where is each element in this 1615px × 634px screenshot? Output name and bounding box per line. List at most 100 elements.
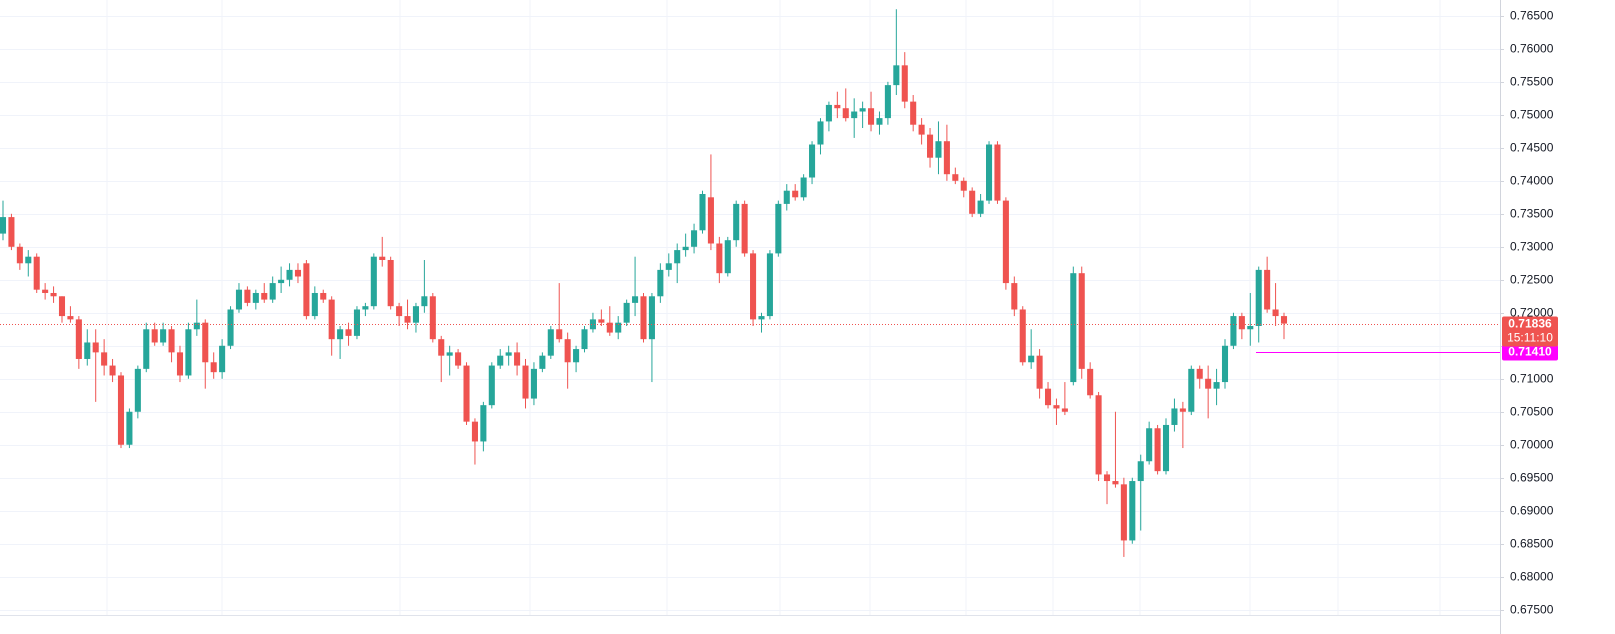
candle-body — [219, 345, 226, 373]
candle-body — [859, 108, 866, 112]
candle-body — [783, 190, 790, 204]
candle-body — [665, 263, 672, 270]
candle-body — [101, 352, 108, 366]
candle-body — [337, 329, 344, 340]
price-grid — [0, 16, 1500, 611]
candle-body — [421, 296, 428, 307]
countdown-label: 15:11:10 — [1507, 331, 1553, 345]
candle-body — [598, 319, 605, 323]
candle-body — [834, 104, 841, 109]
candle-body — [1162, 424, 1170, 472]
candle-body — [564, 339, 571, 363]
candle-body — [977, 200, 984, 214]
last-price-box — [1502, 316, 1558, 347]
candle-body — [412, 306, 419, 323]
candle-body — [505, 352, 512, 356]
candle-body — [252, 292, 259, 303]
candle-body — [893, 65, 900, 86]
candle-body — [952, 174, 959, 181]
candle-body — [303, 263, 310, 317]
candle-body — [126, 411, 133, 445]
candle-body — [766, 253, 773, 317]
candle-body — [455, 352, 462, 366]
candle-body — [117, 375, 125, 445]
y-tick-label: 0.69500 — [1510, 471, 1554, 485]
candle-body — [741, 203, 748, 254]
candle-body — [370, 256, 377, 307]
y-tick-label: 0.70500 — [1510, 405, 1554, 419]
candle-body — [193, 322, 200, 330]
y-tick-label: 0.68000 — [1510, 570, 1554, 584]
candle-body — [522, 365, 529, 399]
candle-body — [1213, 382, 1220, 389]
candle-body — [1053, 405, 1060, 409]
candle-body — [379, 256, 386, 260]
candle-body — [994, 144, 1001, 201]
candle-body — [1019, 309, 1026, 363]
last-price-label: 0.71836 — [1508, 317, 1552, 331]
candle-body — [8, 217, 15, 247]
candle-body — [657, 269, 664, 297]
candle-body — [396, 306, 403, 317]
candle-body — [1238, 316, 1245, 330]
candle-body — [547, 329, 554, 356]
candle-body — [480, 405, 487, 442]
candle-body — [632, 296, 639, 303]
candle-body — [320, 292, 327, 300]
candle-body — [884, 85, 891, 119]
candle-body — [1280, 316, 1288, 324]
candle-body — [1036, 355, 1043, 389]
y-tick-label: 0.67500 — [1510, 603, 1554, 617]
candle-body — [724, 240, 731, 274]
candle-body — [750, 253, 757, 320]
candle-body — [438, 339, 445, 356]
candle-body — [92, 342, 99, 353]
candle-body — [328, 299, 335, 340]
candle-body — [876, 118, 883, 125]
candle-body — [488, 365, 495, 406]
candle-body — [1179, 408, 1186, 412]
candle-body — [1221, 345, 1229, 383]
candle-body — [404, 316, 411, 323]
candle-body — [471, 421, 478, 442]
candle-body — [185, 329, 192, 376]
candle-body — [16, 246, 23, 264]
candle-body — [1011, 283, 1018, 310]
candle-body — [556, 329, 563, 340]
candle-body — [640, 296, 647, 340]
candle-body — [33, 256, 40, 290]
candle-body — [927, 134, 934, 158]
candle-body — [943, 141, 950, 175]
candle-body — [143, 329, 150, 369]
y-tick-label: 0.75500 — [1510, 75, 1554, 89]
candle-body — [606, 322, 613, 333]
candle-body — [1205, 378, 1212, 389]
candle-body — [42, 289, 49, 293]
candle-body — [210, 362, 217, 373]
candle-body — [362, 306, 369, 310]
candle-body — [682, 246, 689, 251]
candle-body — [134, 368, 141, 412]
candle-body — [1196, 368, 1203, 379]
y-tick-label: 0.73500 — [1510, 207, 1554, 221]
candle-body — [160, 329, 167, 343]
candle-body — [235, 289, 243, 310]
candle-body — [623, 302, 630, 323]
candle-body — [901, 65, 908, 102]
candle-body — [0, 217, 7, 234]
candle-body — [1230, 316, 1237, 346]
candle-body — [792, 190, 799, 198]
candle-body — [918, 124, 925, 135]
candle-body — [589, 319, 596, 330]
time-grid — [106, 0, 1441, 615]
candle-body — [691, 230, 698, 247]
candle-body — [1146, 428, 1153, 462]
candle-body — [1078, 273, 1085, 369]
candle-body — [1188, 368, 1195, 412]
candle-body — [969, 190, 976, 214]
y-tick-label: 0.72000 — [1510, 306, 1554, 320]
y-tick-label: 0.73000 — [1510, 240, 1554, 254]
candle-body — [1044, 388, 1052, 406]
